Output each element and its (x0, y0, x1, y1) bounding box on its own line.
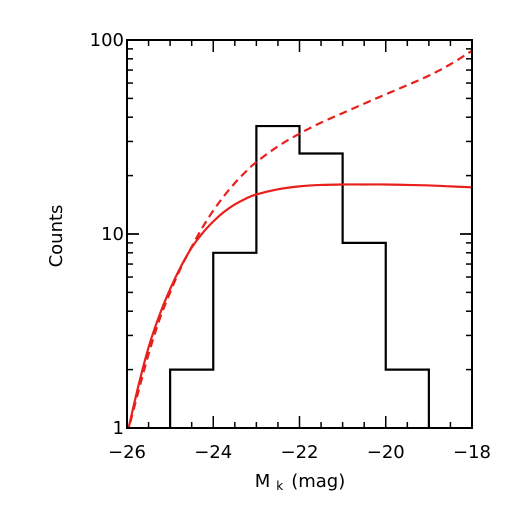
histogram-layer (169, 124, 430, 428)
x-axis-title-subscript: k (276, 479, 283, 493)
solid-model-curve (127, 183, 472, 428)
x-tick-label: −18 (453, 442, 491, 463)
tick-layer (126, 39, 473, 429)
tick-label-layer: −26 −24 −22 −20 −18 1 10 100 (90, 30, 491, 463)
histogram-bin-6 (386, 370, 429, 428)
x-tick-label: −20 (367, 442, 405, 463)
series-layer (127, 49, 472, 428)
y-tick-label: 100 (90, 30, 124, 51)
x-axis-title-unit: (mag) (291, 471, 345, 492)
x-tick-label: −24 (194, 442, 232, 463)
x-axis-title-main: M (255, 471, 271, 492)
histogram-bin-1 (170, 370, 213, 428)
histogram-bin-3 (256, 126, 299, 428)
dashed-model-curve (127, 49, 472, 428)
x-tick-label: −26 (108, 442, 146, 463)
y-axis-title: Counts (46, 205, 67, 268)
histogram-bin-4 (300, 153, 343, 428)
y-tick-label: 1 (113, 418, 124, 439)
histogram-outline (169, 124, 430, 428)
y-tick-label: 10 (101, 224, 124, 245)
x-tick-label: −22 (281, 442, 319, 463)
histogram-bin-2 (213, 253, 256, 428)
histogram-bin-5 (343, 243, 386, 428)
